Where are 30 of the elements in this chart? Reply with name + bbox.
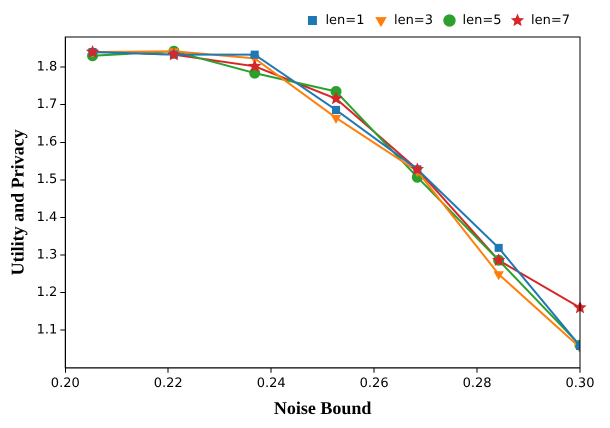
point xyxy=(86,45,100,58)
x-axis-title: Noise Bound xyxy=(274,398,372,418)
y-tick-label: 1.4 xyxy=(36,210,58,225)
x-tick-label: 0.22 xyxy=(154,376,183,391)
y-tick-label: 1.1 xyxy=(36,322,58,338)
point xyxy=(329,92,343,104)
x-tick-label: 0.24 xyxy=(256,376,286,391)
point xyxy=(250,50,259,59)
x-tick-label: 0.30 xyxy=(566,376,594,391)
point xyxy=(248,59,262,72)
legend-label: len=5 xyxy=(462,12,502,28)
legend-label: len=3 xyxy=(394,12,433,28)
y-tick-label: 1.8 xyxy=(36,59,58,74)
point xyxy=(167,48,181,60)
y-tick-label: 1.7 xyxy=(36,97,58,112)
point xyxy=(494,244,503,252)
x-tick-label: 0.20 xyxy=(50,376,80,391)
x-tick-label: 0.26 xyxy=(360,376,389,391)
y-tick-label: 1.2 xyxy=(36,284,58,300)
point xyxy=(494,271,504,280)
y-tick-label: 1.5 xyxy=(36,172,58,188)
point xyxy=(410,162,424,175)
legend-label: len=7 xyxy=(530,12,570,28)
y-tick-label: 1.6 xyxy=(36,134,58,150)
point xyxy=(331,114,341,124)
y-axis-title: Utility and Privacy xyxy=(7,129,28,276)
y-tick-label: 1.3 xyxy=(36,247,58,262)
legend-label: len=1 xyxy=(325,12,364,28)
point xyxy=(332,106,340,114)
x-tick-label: 0.28 xyxy=(462,376,492,391)
